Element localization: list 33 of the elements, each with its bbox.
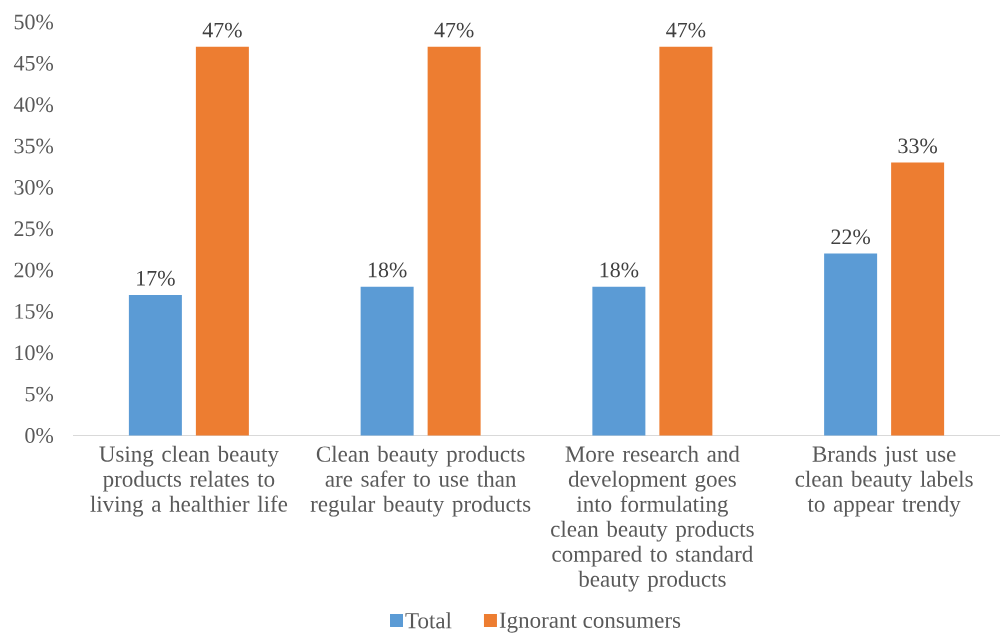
y-tick-label: 0% — [25, 428, 54, 443]
bar — [427, 46, 481, 436]
legend-label: Ignorant consumers — [499, 612, 681, 633]
data-label: 47% — [666, 22, 706, 38]
data-label: 18% — [368, 262, 407, 278]
bar — [592, 286, 646, 436]
bar — [659, 46, 713, 436]
y-tick-label: 10% — [15, 345, 54, 361]
y-tick-label: 15% — [15, 303, 54, 319]
data-label: 17% — [137, 270, 175, 286]
y-tick-label: 40% — [13, 97, 54, 113]
y-tick-label: 30% — [14, 179, 54, 195]
y-tick-label: 5% — [25, 386, 54, 402]
bar — [360, 286, 414, 436]
y-tick-label: 45% — [13, 55, 54, 71]
y-tick-label: 50% — [14, 14, 54, 30]
data-label: 47% — [202, 22, 242, 38]
y-tick-label: 35% — [14, 138, 54, 154]
bar — [824, 253, 878, 436]
x-tick-label: Brands just use clean beauty labels to appear trendy — [795, 445, 973, 517]
bar — [891, 162, 945, 436]
legend-label: Total — [405, 612, 452, 629]
x-tick-label: Using clean beauty products relates to living a healthier life — [90, 445, 288, 517]
x-tick-label: More research and development goes into formulating clean beauty products compared to standard beauty products — [551, 445, 754, 592]
data-label: 33% — [898, 138, 938, 154]
bar — [195, 46, 249, 436]
y-tick-label: 20% — [14, 262, 54, 278]
data-label: 18% — [600, 262, 639, 278]
data-label: 22% — [831, 229, 871, 245]
y-tick-label: 25% — [14, 221, 54, 237]
bar — [128, 294, 182, 436]
data-label: 47% — [434, 22, 474, 38]
x-tick-label: Clean beauty products are safer to use than regular beauty products — [310, 445, 531, 517]
